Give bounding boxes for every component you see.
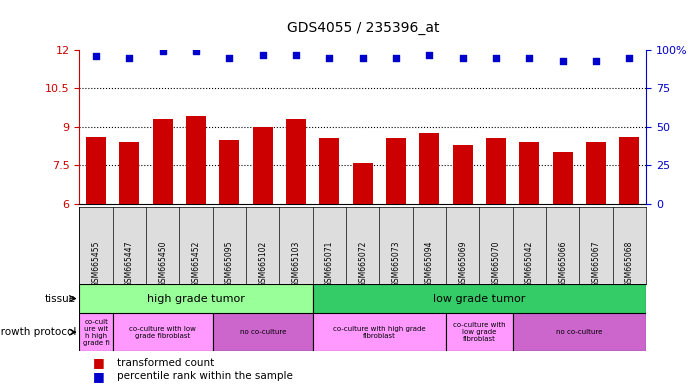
Point <box>457 55 468 61</box>
Bar <box>313 284 646 313</box>
Text: ■: ■ <box>93 370 109 383</box>
Point <box>324 55 335 61</box>
Point <box>424 51 435 58</box>
Bar <box>386 138 406 357</box>
Bar <box>353 162 372 357</box>
Text: low grade tumor: low grade tumor <box>433 293 526 304</box>
Text: co-culture with
low grade
fibroblast: co-culture with low grade fibroblast <box>453 322 506 342</box>
Bar <box>113 313 213 351</box>
Bar <box>79 313 113 351</box>
Point <box>158 48 169 55</box>
Point <box>491 55 502 61</box>
Bar <box>186 116 206 357</box>
Bar <box>86 137 106 357</box>
Point <box>591 58 602 64</box>
Text: transformed count: transformed count <box>117 358 215 368</box>
Text: percentile rank within the sample: percentile rank within the sample <box>117 371 294 381</box>
Text: no co-culture: no co-culture <box>240 329 286 335</box>
Bar <box>419 133 439 357</box>
Text: co-cult
ure wit
h high
grade fi: co-cult ure wit h high grade fi <box>83 319 110 346</box>
Point <box>390 55 401 61</box>
Bar <box>619 137 639 357</box>
Text: tissue: tissue <box>45 293 76 304</box>
Text: no co-culture: no co-culture <box>556 329 603 335</box>
Bar <box>446 313 513 351</box>
Point <box>191 48 202 55</box>
Point <box>291 51 302 58</box>
Bar <box>553 152 573 357</box>
Bar <box>520 142 540 357</box>
Text: high grade tumor: high grade tumor <box>147 293 245 304</box>
Bar <box>453 145 473 357</box>
Point <box>91 53 102 59</box>
Point <box>624 55 635 61</box>
Bar <box>286 119 306 357</box>
Point <box>357 55 368 61</box>
Bar <box>213 313 313 351</box>
Bar <box>586 142 606 357</box>
Bar <box>319 138 339 357</box>
Bar <box>486 138 506 357</box>
Point <box>524 55 535 61</box>
Bar <box>313 313 446 351</box>
Point <box>224 55 235 61</box>
Bar <box>153 119 173 357</box>
Text: growth protocol: growth protocol <box>0 327 76 337</box>
Point <box>557 58 568 64</box>
Bar <box>253 127 273 357</box>
Bar <box>220 139 240 357</box>
Text: GDS4055 / 235396_at: GDS4055 / 235396_at <box>287 21 439 35</box>
Bar <box>120 142 140 357</box>
Point <box>257 51 268 58</box>
Text: co-culture with low
grade fibroblast: co-culture with low grade fibroblast <box>129 326 196 339</box>
Point <box>124 55 135 61</box>
Text: ■: ■ <box>93 356 109 369</box>
Bar <box>79 284 313 313</box>
Bar <box>513 313 646 351</box>
Text: co-culture with high grade
fibroblast: co-culture with high grade fibroblast <box>333 326 426 339</box>
